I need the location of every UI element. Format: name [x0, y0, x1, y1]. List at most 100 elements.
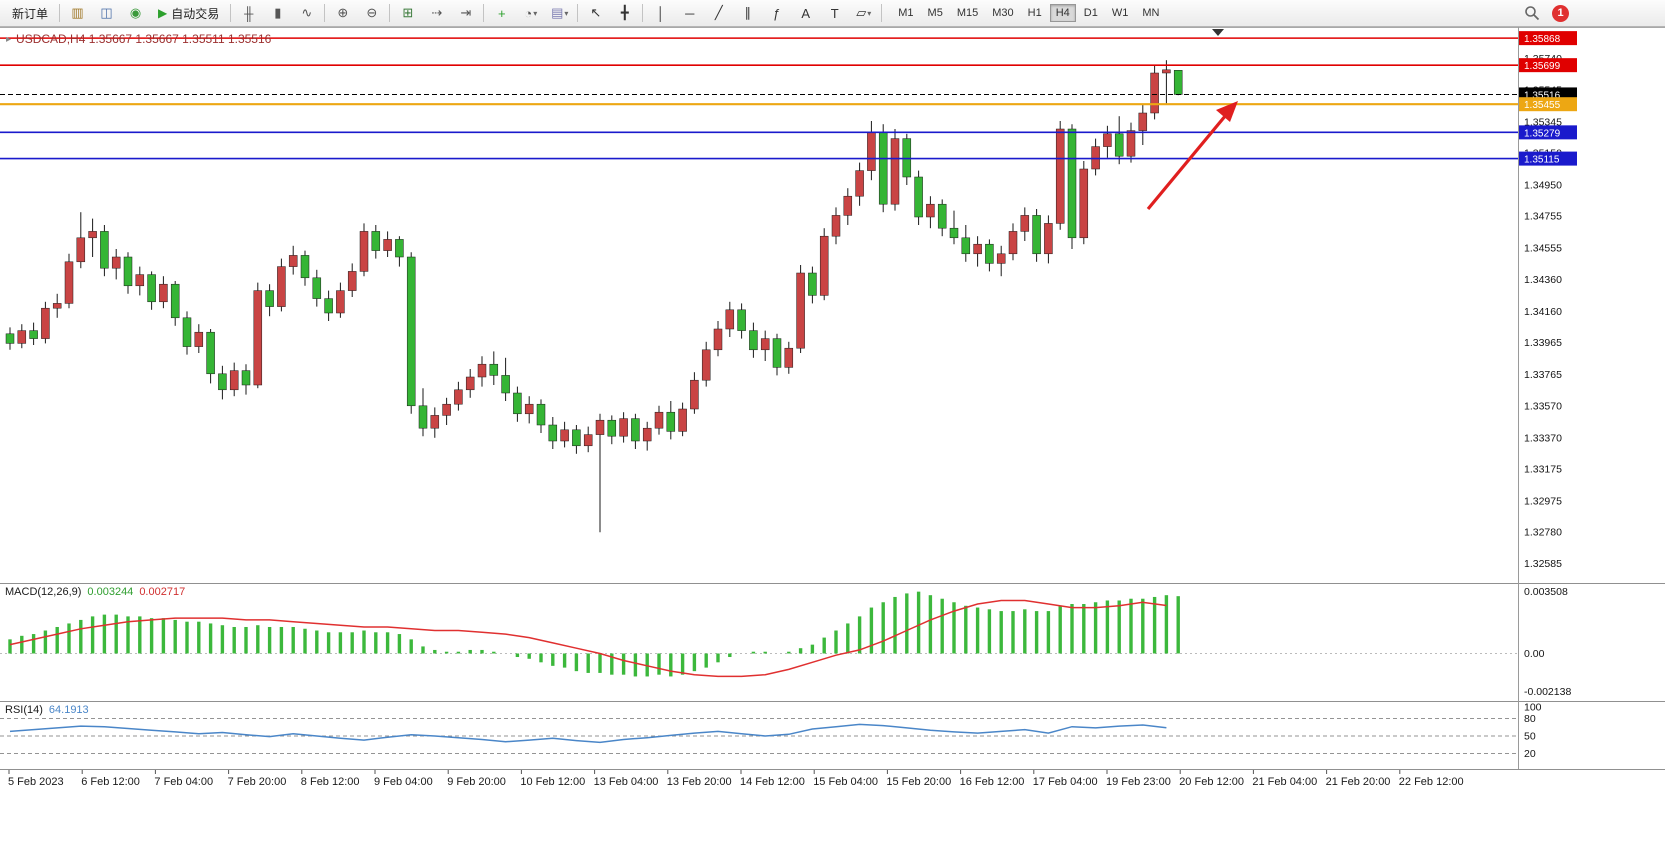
timeframe-m30-button[interactable]: M30 — [992, 7, 1014, 19]
toolbar-separator — [881, 4, 883, 22]
svg-text:13 Feb 20:00: 13 Feb 20:00 — [667, 776, 732, 788]
svg-text:1.32780: 1.32780 — [1524, 527, 1562, 539]
timeframe-w1-button[interactable]: W1 — [1111, 7, 1129, 19]
new-chart-icon[interactable]: ▥ — [71, 5, 84, 20]
svg-text:22 Feb 12:00: 22 Feb 12:00 — [1399, 776, 1464, 788]
price-badge — [1519, 31, 1577, 46]
channel-icon[interactable]: ∥ — [744, 5, 752, 20]
shapes-icon[interactable]: ▱ ▾ — [856, 5, 872, 20]
trendline-icon[interactable]: ╱ — [714, 5, 723, 20]
toolbar-separator — [483, 4, 485, 22]
time-axis[interactable]: 5 Feb 2023 6 Feb 12:00 7 Feb 04:00 7 Feb 20… — [0, 769, 1665, 843]
svg-text:15 Feb 04:00: 15 Feb 04:00 — [813, 776, 878, 788]
main-chart-canvas[interactable]: 1.357401.355451.353451.351501.349501.347… — [0, 27, 1665, 583]
svg-text:1.34360: 1.34360 — [1524, 274, 1562, 286]
dropdown-caret: ▾ — [867, 8, 872, 18]
indicators-icon[interactable]: + — [497, 5, 506, 21]
timeframe-m1-button[interactable]: M1 — [898, 7, 914, 19]
svg-text:9 Feb 04:00: 9 Feb 04:00 — [374, 776, 433, 788]
cursor-icon[interactable]: ↖ — [590, 5, 602, 20]
new-order-button[interactable]: 新订单 — [12, 6, 49, 21]
svg-text:9 Feb 20:00: 9 Feb 20:00 — [447, 776, 506, 788]
zoom-in-icon[interactable]: ⊕ — [337, 5, 349, 20]
periods-icon[interactable]: ◔ ▾ — [524, 5, 538, 21]
bar-chart-icon[interactable]: ╫ — [244, 5, 254, 21]
trend-arrow-annotation[interactable] — [1146, 101, 1238, 211]
toolbar-separator — [577, 4, 579, 22]
svg-text:10 Feb 12:00: 10 Feb 12:00 — [520, 776, 585, 788]
candlestick-series — [5, 60, 1183, 533]
vertical-line-icon[interactable]: │ — [656, 5, 665, 21]
one-click-trading-icon[interactable]: ▸ — [6, 33, 12, 45]
rsi-value: 64.1913 — [48, 704, 89, 716]
svg-text:20 Feb 12:00: 20 Feb 12:00 — [1179, 776, 1244, 788]
timeframe-m15-button[interactable]: M15 — [956, 7, 979, 19]
main-toolbar: 新订单 ▥ ◫ ◉ ▶ 自动交易 ╫ ▮ ∿ ⊕ ⊖ ⊞ ⇢ ⇥ + ◔ ▾ ▤ ▾ ↖ ╋ │ ─ ╱ ∥ ƒ A T ▱ ▾ M1 M5 M… — [0, 0, 1665, 27]
svg-text:1.32585: 1.32585 — [1524, 558, 1562, 570]
svg-text:50: 50 — [1524, 731, 1536, 743]
zoom-out-icon[interactable]: ⊖ — [366, 5, 378, 20]
chart-window: 1.357401.355451.353451.351501.349501.347… — [0, 27, 1665, 843]
toolbar-separator — [389, 4, 391, 22]
svg-text:1.34950: 1.34950 — [1524, 180, 1562, 192]
dropdown-caret: ▾ — [533, 8, 538, 18]
svg-text:0.003508: 0.003508 — [1524, 586, 1568, 598]
svg-text:0.00: 0.00 — [1524, 648, 1545, 660]
auto-trading-button[interactable]: ▶ 自动交易 — [158, 6, 220, 21]
timeframe-mn-button[interactable]: MN — [1142, 7, 1160, 19]
price-badge — [1519, 125, 1577, 140]
svg-text:14 Feb 12:00: 14 Feb 12:00 — [740, 776, 805, 788]
chart-shift-icon[interactable]: ⇥ — [460, 5, 472, 20]
toolbar-separator — [324, 4, 326, 22]
svg-text:-0.002138: -0.002138 — [1524, 686, 1571, 698]
macd-panel-canvas[interactable]: 0.003508 0.00 -0.002138 — [0, 583, 1665, 701]
svg-text:1.35516: 1.35516 — [1524, 90, 1561, 101]
candlestick-chart-icon[interactable]: ▮ — [274, 5, 282, 20]
tile-windows-icon[interactable]: ⊞ — [402, 5, 414, 20]
chart-shift-marker[interactable] — [1212, 29, 1224, 36]
svg-text:19 Feb 23:00: 19 Feb 23:00 — [1106, 776, 1171, 788]
svg-text:1.33570: 1.33570 — [1524, 400, 1562, 412]
svg-text:1.33175: 1.33175 — [1524, 464, 1562, 476]
fibonacci-icon[interactable]: ƒ — [773, 5, 781, 21]
macd-signal-value: 0.002717 — [139, 586, 186, 598]
svg-text:1.32975: 1.32975 — [1524, 496, 1562, 508]
timeframe-h4-button[interactable]: H4 — [1049, 4, 1076, 22]
market-watch-icon[interactable]: ◉ — [129, 5, 142, 20]
svg-text:17 Feb 04:00: 17 Feb 04:00 — [1033, 776, 1098, 788]
timeframe-m5-button[interactable]: M5 — [927, 7, 943, 19]
macd-name: MACD(12,26,9) — [5, 586, 82, 598]
toolbar-separator — [230, 4, 232, 22]
auto-trading-button-glyph: ▶ — [158, 6, 168, 20]
price-badge — [1519, 151, 1577, 166]
templates-icon[interactable]: ▤ ▾ — [551, 5, 569, 20]
notification-badge[interactable]: 1 — [1552, 4, 1569, 22]
horizontal-line-icon[interactable]: ─ — [685, 5, 695, 21]
macd-main-value: 0.003244 — [87, 586, 134, 598]
svg-text:1.33370: 1.33370 — [1524, 432, 1562, 444]
svg-text:6 Feb 12:00: 6 Feb 12:00 — [81, 776, 140, 788]
svg-text:1.34755: 1.34755 — [1524, 211, 1562, 223]
text-icon[interactable]: A — [801, 5, 811, 21]
label-icon[interactable]: T — [830, 5, 839, 21]
auto-scroll-icon[interactable]: ⇢ — [431, 5, 443, 20]
macd-signal-line — [9, 599, 1167, 678]
timeframe-d1-button[interactable]: D1 — [1083, 7, 1098, 19]
profiles-icon[interactable]: ◫ — [100, 5, 113, 20]
svg-text:1.35699: 1.35699 — [1524, 61, 1561, 72]
crosshair-icon[interactable]: ╋ — [620, 5, 629, 20]
svg-text:7 Feb 20:00: 7 Feb 20:00 — [228, 776, 287, 788]
svg-text:1.35345: 1.35345 — [1524, 116, 1562, 128]
svg-text:5 Feb 2023: 5 Feb 2023 — [8, 776, 64, 788]
svg-text:1.33765: 1.33765 — [1524, 369, 1562, 381]
svg-text:20: 20 — [1524, 748, 1536, 760]
line-chart-icon[interactable]: ∿ — [301, 5, 313, 20]
svg-text:1.35279: 1.35279 — [1524, 128, 1561, 139]
price-badge — [1519, 58, 1577, 73]
dropdown-caret: ▾ — [564, 8, 569, 18]
timeframe-h1-button[interactable]: H1 — [1027, 7, 1042, 19]
svg-text:1.34160: 1.34160 — [1524, 306, 1562, 318]
search-icon[interactable] — [1524, 5, 1540, 21]
rsi-line — [9, 723, 1167, 744]
